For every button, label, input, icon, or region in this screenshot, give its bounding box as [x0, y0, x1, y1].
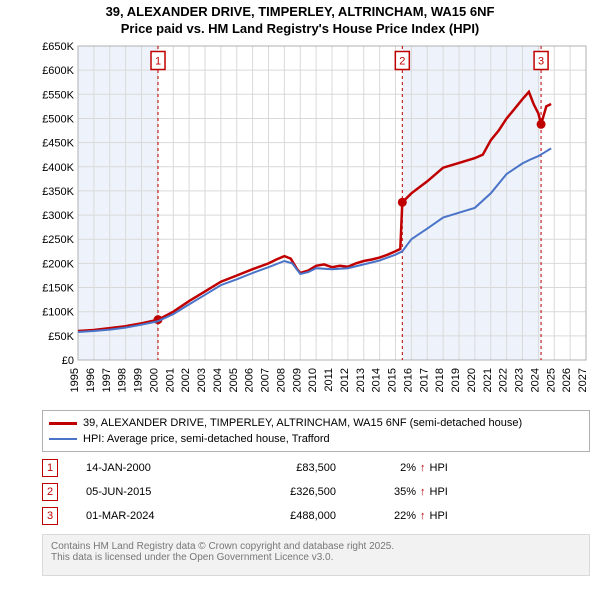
svg-text:2000: 2000	[148, 368, 160, 392]
svg-text:2007: 2007	[260, 368, 272, 392]
svg-text:2013: 2013	[355, 368, 367, 392]
footer-line-1: Contains HM Land Registry data © Crown c…	[51, 541, 581, 552]
svg-text:1995: 1995	[69, 368, 81, 392]
chart-svg: £0 £50K £100K £150K £200K £250K £300K £350K £400…	[40, 42, 590, 400]
svg-text:2004: 2004	[212, 368, 224, 392]
svg-text:2001: 2001	[164, 368, 176, 392]
chart-area: £0 £50K £100K £150K £200K £250K £300K £350K £400…	[40, 42, 590, 400]
svg-text:2019: 2019	[450, 368, 462, 392]
svg-text:2009: 2009	[291, 368, 303, 392]
svg-text:£100K: £100K	[42, 307, 74, 319]
event-row: 2 05-JUN-2015£326,50035%↑HPI	[42, 480, 590, 504]
svg-text:2003: 2003	[196, 368, 208, 392]
svg-text:2006: 2006	[244, 368, 256, 392]
svg-text:£50K: £50K	[48, 331, 74, 343]
svg-text:2026: 2026	[561, 368, 573, 392]
svg-text:£550K: £550K	[42, 89, 74, 101]
svg-text:2010: 2010	[307, 368, 319, 392]
svg-text:2008: 2008	[275, 368, 287, 392]
legend-swatch	[49, 422, 77, 425]
legend-label: HPI: Average price, semi-detached house,…	[83, 433, 330, 445]
svg-text:2021: 2021	[482, 368, 494, 392]
event-pct: 2%	[376, 462, 420, 474]
legend-row: 39, ALEXANDER DRIVE, TIMPERLEY, ALTRINCH…	[49, 415, 583, 431]
legend-row: HPI: Average price, semi-detached house,…	[49, 431, 583, 447]
svg-text:2025: 2025	[545, 368, 557, 392]
svg-text:£600K: £600K	[42, 65, 74, 77]
event-row: 1 14-JAN-2000£83,5002%↑HPI	[42, 456, 590, 480]
svg-text:2017: 2017	[418, 368, 430, 392]
svg-text:£200K: £200K	[42, 258, 74, 270]
svg-text:2: 2	[399, 55, 405, 67]
arrow-up-icon: ↑	[420, 510, 430, 522]
event-pct: 35%	[376, 486, 420, 498]
event-date: 05-JUN-2015	[86, 486, 226, 498]
event-price: £326,500	[226, 486, 376, 498]
svg-text:2014: 2014	[371, 368, 383, 392]
title-block: 39, ALEXANDER DRIVE, TIMPERLEY, ALTRINCH…	[0, 0, 600, 38]
event-row: 3 01-MAR-2024£488,00022%↑HPI	[42, 504, 590, 528]
svg-text:£500K: £500K	[42, 113, 74, 125]
svg-text:2023: 2023	[514, 368, 526, 392]
svg-text:1998: 1998	[117, 368, 129, 392]
event-price: £83,500	[226, 462, 376, 474]
svg-text:3: 3	[538, 55, 544, 67]
svg-text:2016: 2016	[402, 368, 414, 392]
svg-text:1999: 1999	[133, 368, 145, 392]
svg-text:2022: 2022	[498, 368, 510, 392]
event-hpi-label: HPI	[430, 510, 448, 522]
svg-text:1996: 1996	[85, 368, 97, 392]
attribution-footer: Contains HM Land Registry data © Crown c…	[42, 534, 590, 576]
events-table: 114-JAN-2000£83,5002%↑HPI205-JUN-2015£32…	[42, 456, 590, 528]
svg-text:2018: 2018	[434, 368, 446, 392]
event-date: 14-JAN-2000	[86, 462, 226, 474]
svg-text:2005: 2005	[228, 368, 240, 392]
svg-text:2024: 2024	[529, 368, 541, 392]
event-marker: 3	[42, 507, 58, 525]
event-pct: 22%	[376, 510, 420, 522]
svg-text:2012: 2012	[339, 368, 351, 392]
svg-text:2011: 2011	[323, 368, 335, 392]
svg-text:£650K: £650K	[42, 42, 74, 53]
arrow-up-icon: ↑	[420, 462, 430, 474]
svg-text:2002: 2002	[180, 368, 192, 392]
svg-text:£250K: £250K	[42, 234, 74, 246]
footer-line-2: This data is licensed under the Open Gov…	[51, 552, 581, 563]
arrow-up-icon: ↑	[420, 486, 430, 498]
event-hpi-label: HPI	[430, 462, 448, 474]
event-price: £488,000	[226, 510, 376, 522]
event-marker: 1	[42, 459, 58, 477]
event-date: 01-MAR-2024	[86, 510, 226, 522]
event-marker: 2	[42, 483, 58, 501]
svg-text:£350K: £350K	[42, 186, 74, 198]
svg-text:1: 1	[155, 55, 161, 67]
svg-text:£400K: £400K	[42, 162, 74, 174]
title-address: 39, ALEXANDER DRIVE, TIMPERLEY, ALTRINCH…	[0, 4, 600, 21]
svg-text:2027: 2027	[577, 368, 589, 392]
svg-text:2020: 2020	[466, 368, 478, 392]
legend-label: 39, ALEXANDER DRIVE, TIMPERLEY, ALTRINCH…	[83, 417, 522, 429]
svg-text:£150K: £150K	[42, 283, 74, 295]
svg-text:1997: 1997	[101, 368, 113, 392]
title-subtitle: Price paid vs. HM Land Registry's House …	[0, 21, 600, 38]
event-hpi-label: HPI	[430, 486, 448, 498]
legend-swatch	[49, 438, 77, 440]
svg-text:2015: 2015	[387, 368, 399, 392]
legend: 39, ALEXANDER DRIVE, TIMPERLEY, ALTRINCH…	[42, 410, 590, 452]
svg-text:£450K: £450K	[42, 138, 74, 150]
svg-text:£300K: £300K	[42, 210, 74, 222]
svg-text:£0: £0	[62, 355, 74, 367]
chart-container: 39, ALEXANDER DRIVE, TIMPERLEY, ALTRINCH…	[0, 0, 600, 590]
